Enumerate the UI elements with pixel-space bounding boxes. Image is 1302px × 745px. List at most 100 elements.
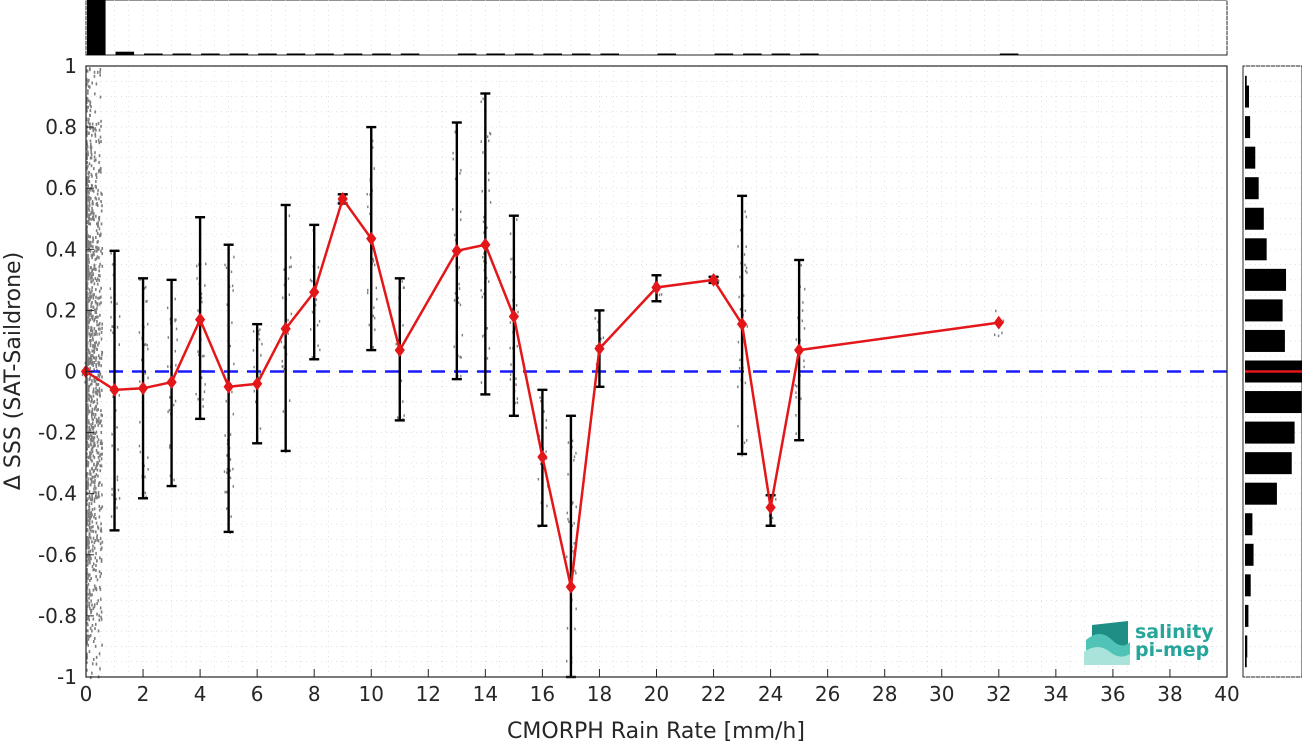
scatter-point [597, 320, 599, 324]
scatter-point [89, 334, 92, 338]
scatter-point [144, 343, 147, 346]
scatter-point [87, 497, 89, 501]
scatter-point [488, 189, 490, 192]
scatter-point [87, 480, 89, 484]
right-hist-bar [1245, 543, 1254, 566]
scatter-point [175, 327, 178, 331]
scatter-point [92, 444, 95, 448]
scatter-point [94, 267, 97, 271]
scatter-point [143, 343, 146, 347]
scatter-point [88, 318, 90, 322]
scatter-point [86, 483, 88, 487]
top-hist-bar [372, 53, 391, 55]
scatter-point [739, 275, 741, 279]
scatter-point [86, 267, 88, 271]
scatter-point [94, 184, 97, 188]
scatter-point [90, 210, 93, 214]
scatter-point [311, 279, 313, 283]
top-histogram-frame [85, 0, 1228, 56]
scatter-point [514, 401, 516, 405]
top-hist-bar [258, 53, 277, 55]
scatter-point [283, 268, 285, 271]
y-tick-label: 0.6 [45, 176, 77, 200]
scatter-point [86, 188, 88, 192]
scatter-point [509, 232, 512, 236]
scatter-point [203, 354, 205, 358]
scatter-point [101, 452, 103, 456]
scatter-point [86, 419, 88, 423]
scatter-point [89, 294, 92, 298]
scatter-point [86, 220, 88, 224]
scatter-point [87, 299, 90, 303]
scatter-point [96, 302, 99, 306]
scatter-point [99, 234, 102, 238]
scatter-point [567, 517, 569, 521]
scatter-point [92, 431, 94, 435]
wave-icon [1084, 621, 1130, 665]
scatter-point [89, 451, 91, 455]
scatter-point [88, 132, 90, 136]
scatter-point [81, 373, 84, 377]
scatter-point [100, 337, 103, 341]
scatter-point [99, 372, 102, 376]
scatter-point [110, 296, 112, 300]
scatter-point [540, 462, 542, 466]
scatter-point [101, 388, 103, 392]
scatter-point [86, 638, 88, 642]
scatter-point [110, 300, 113, 304]
scatter-point [94, 132, 96, 136]
scatter-point [86, 399, 88, 403]
scatter-point [602, 336, 605, 340]
scatter-point [92, 536, 95, 540]
scatter-point [97, 444, 99, 448]
scatter-point [93, 636, 96, 640]
scatter-point [89, 437, 92, 441]
scatter-point [746, 439, 748, 442]
scatter-point [86, 611, 88, 615]
scatter-point [95, 229, 98, 233]
scatter-point [90, 423, 92, 427]
scatter-point [90, 608, 93, 612]
scatter-point [287, 277, 290, 280]
scatter-point [93, 218, 95, 222]
scatter-point [95, 386, 97, 390]
scatter-point [745, 245, 747, 248]
scatter-point [99, 667, 101, 671]
scatter-point [86, 69, 89, 73]
scatter-point [93, 497, 96, 501]
scatter-point [91, 421, 94, 425]
x-tick-label: 22 [701, 682, 726, 706]
scatter-point [110, 252, 112, 255]
scatter-point [101, 446, 103, 450]
scatter-point [546, 504, 548, 508]
scatter-point [86, 129, 88, 133]
scatter-point [89, 113, 91, 117]
scatter-point [91, 379, 93, 383]
scatter-point [86, 230, 88, 234]
scatter-point [90, 433, 92, 437]
scatter-point [92, 426, 95, 430]
scatter-point [98, 128, 101, 132]
scatter-point [100, 119, 102, 123]
scatter-point [92, 544, 94, 548]
scatter-point [93, 499, 96, 503]
scatter-point [94, 474, 97, 478]
top-hist-bar [999, 53, 1019, 55]
scatter-point [98, 504, 101, 508]
scatter-point [88, 590, 91, 594]
scatter-point [86, 579, 88, 583]
scatter-point [101, 375, 103, 379]
scatter-point [91, 540, 93, 544]
scatter-point [101, 351, 104, 355]
scatter-point [116, 325, 119, 329]
scatter-point [169, 474, 172, 478]
scatter-point [92, 412, 95, 416]
scatter-point [101, 546, 103, 550]
scatter-point [374, 263, 376, 267]
scatter-point [96, 602, 98, 606]
scatter-point [93, 159, 96, 163]
scatter-point [89, 242, 91, 246]
scatter-point [804, 287, 806, 291]
x-tick-label: 0 [80, 682, 93, 706]
scatter-point [92, 394, 95, 398]
